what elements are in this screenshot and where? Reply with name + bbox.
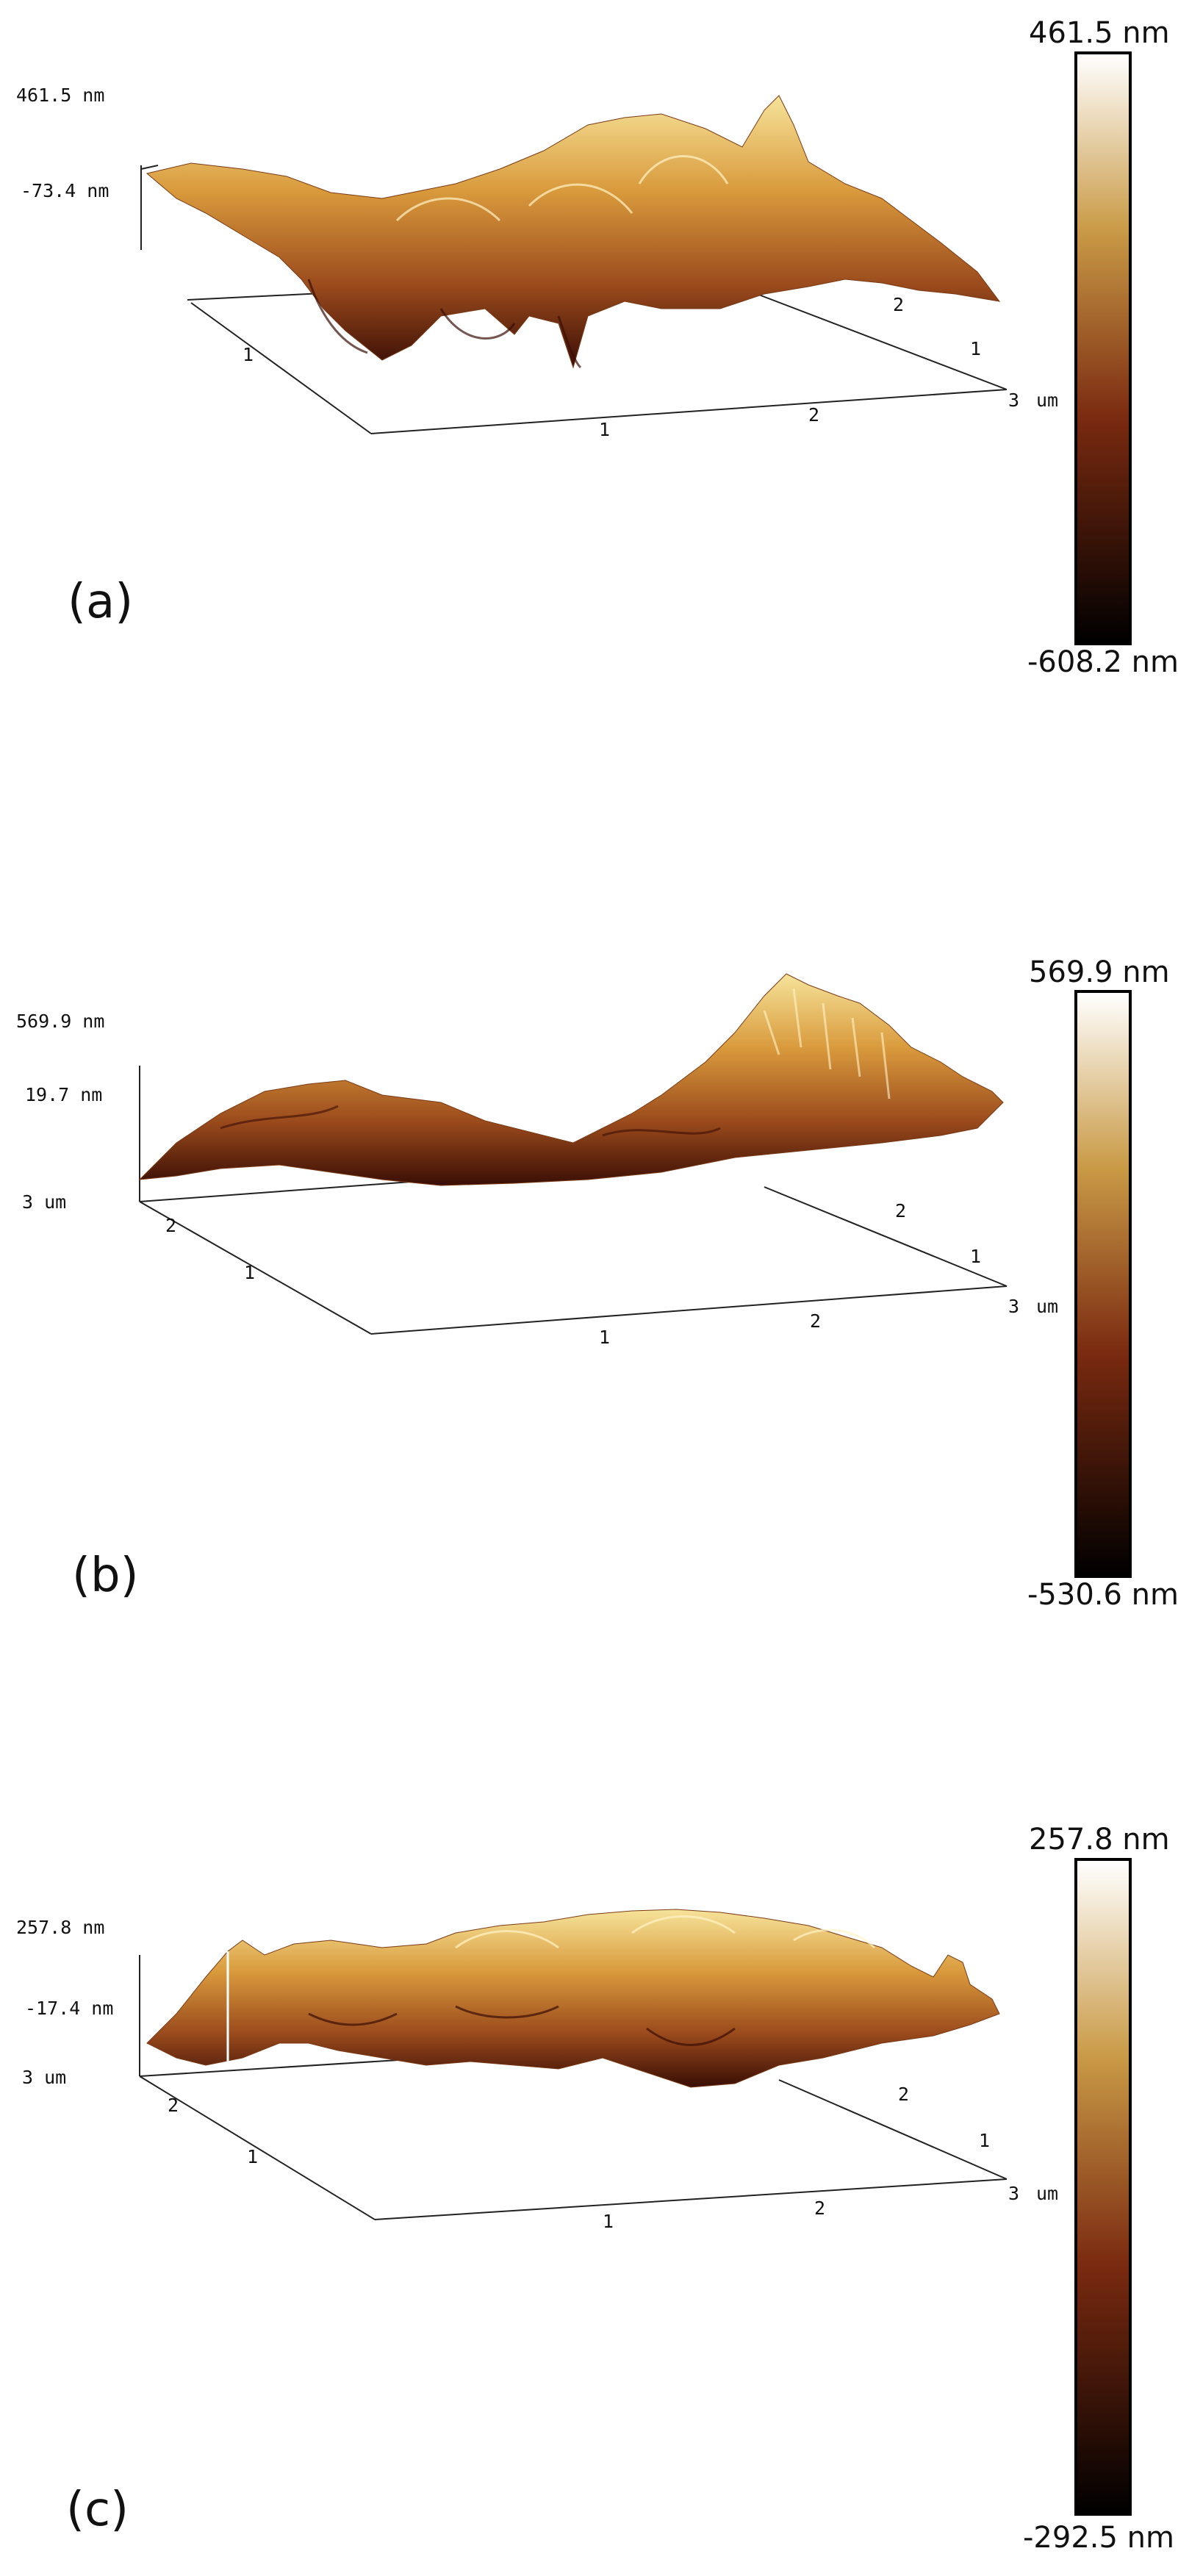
colorbar-a: [1074, 51, 1132, 645]
x-tick-1-a: 1: [599, 419, 611, 440]
x-tick-2-a: 2: [808, 404, 820, 426]
colorbar-min-a: -608.2 nm: [1027, 645, 1178, 679]
side-tick-2-c: 2: [898, 2084, 910, 2105]
side-tick-2-b: 2: [895, 1200, 907, 1221]
y-tick-2-c: 2: [168, 2095, 179, 2116]
panel-c: 257.8 nm -17.4 nm 3 um 2 1 1 2 3 um 1 2 …: [0, 1823, 1178, 2576]
x-tick-1-b: 1: [599, 1327, 611, 1348]
colorbar-min-b: -530.6 nm: [1027, 1578, 1178, 1612]
panel-label-c: (c): [66, 2483, 129, 2537]
side-tick-1-b: 1: [970, 1246, 982, 1267]
colorbar-min-c: -292.5 nm: [1023, 2521, 1174, 2555]
y-tick-1-c: 1: [247, 2146, 259, 2167]
x-tick-3-b: 3: [1008, 1296, 1020, 1317]
side-tick-2-a: 2: [893, 294, 905, 315]
z-top-label-a: 461.5 nm: [16, 85, 105, 106]
x-unit-a: um: [1036, 390, 1059, 411]
y-unit-label-c: 3 um: [22, 2067, 67, 2088]
x-unit-b: um: [1036, 1296, 1059, 1317]
z-mid-label-c: -17.4 nm: [25, 1998, 114, 2019]
panel-a: 461.5 nm -73.4 nm 1 1 2 3 um 1 2 461.5 n…: [0, 0, 1178, 735]
side-tick-1-a: 1: [970, 338, 982, 359]
y-axis-a: [190, 302, 372, 434]
y-unit-label-b: 3 um: [22, 1191, 67, 1213]
colorbar-max-c: 257.8 nm: [1029, 1823, 1170, 1856]
colorbar-b: [1074, 990, 1132, 1578]
y-axis-c: [139, 2075, 376, 2220]
x-axis-c: [374, 2178, 1008, 2220]
colorbar-max-a: 461.5 nm: [1029, 16, 1170, 50]
x-tick-1-c: 1: [603, 2211, 614, 2232]
x-axis-a: [370, 389, 1008, 434]
x-tick-2-b: 2: [810, 1310, 822, 1332]
side-tick-1-c: 1: [979, 2130, 991, 2151]
y-axis-b: [139, 1201, 372, 1335]
afm-surface-b: [138, 973, 1008, 1335]
z-top-label-c: 257.8 nm: [16, 1917, 105, 1938]
panel-b: 569.9 nm 19.7 nm 3 um 2 1 1 2 3 um 1 2 5…: [0, 908, 1178, 1679]
colorbar-max-b: 569.9 nm: [1029, 955, 1170, 989]
afm-surface-c: [139, 1909, 1008, 2220]
x-tick-3-a: 3: [1008, 390, 1020, 411]
z-mid-label-a: -73.4 nm: [21, 180, 109, 201]
x-unit-c: um: [1036, 2183, 1059, 2204]
colorbar-c: [1074, 1858, 1132, 2516]
afm-surface-a: [140, 95, 1008, 434]
panel-label-b: (b): [72, 1549, 139, 1603]
y-tick-1-a: 1: [243, 344, 254, 365]
z-top-label-b: 569.9 nm: [16, 1011, 105, 1032]
z-mid-label-b: 19.7 nm: [25, 1084, 103, 1105]
x-axis-b: [370, 1285, 1008, 1335]
y-tick-2-b: 2: [165, 1215, 177, 1236]
y-tick-1-b: 1: [244, 1262, 256, 1283]
panel-label-a: (a): [68, 575, 134, 629]
x-tick-2-c: 2: [814, 2198, 826, 2219]
x-tick-3-c: 3: [1008, 2183, 1020, 2204]
